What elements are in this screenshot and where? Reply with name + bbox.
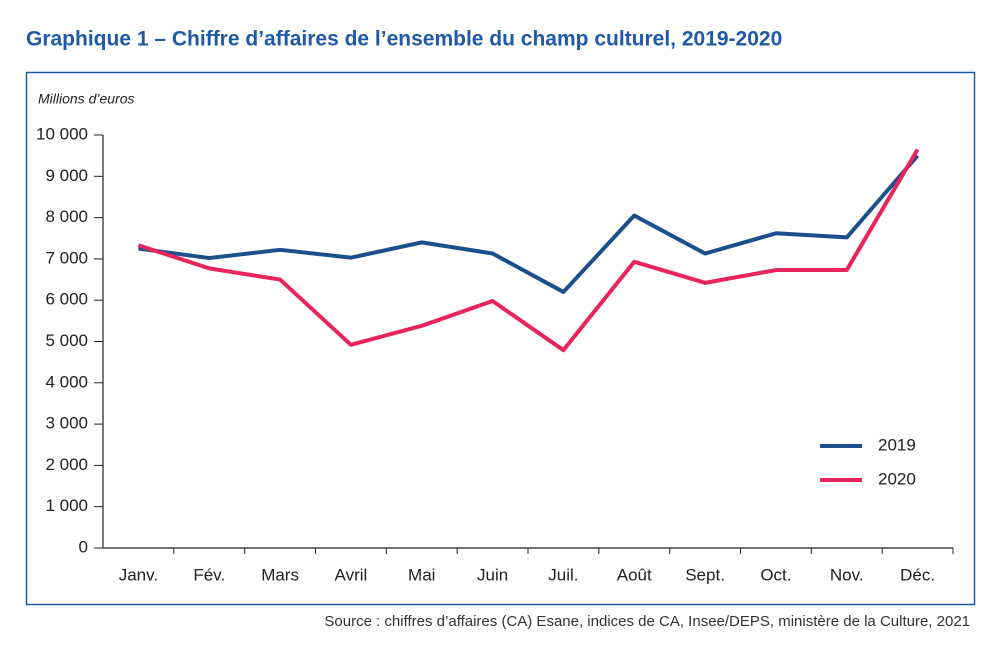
y-tick-label: 0	[79, 537, 88, 556]
x-tick-label: Juin	[477, 565, 508, 584]
y-tick-label: 10 000	[36, 124, 88, 143]
x-tick-label: Sept.	[685, 565, 725, 584]
source: Source : chiffres d’affaires (CA) Esane,…	[324, 613, 970, 630]
x-tick-label: Avril	[335, 565, 368, 584]
y-tick-label: 8 000	[45, 207, 88, 226]
x-tick-label: Juil.	[548, 565, 578, 584]
y-tick-label: 9 000	[45, 166, 88, 185]
x-tick-label: Nov.	[830, 565, 864, 584]
line-series	[138, 154, 920, 294]
y-tick-label: 1 000	[45, 496, 88, 515]
x-tick-label: Fév.	[193, 565, 225, 584]
legend-label: 2019	[878, 435, 916, 454]
legend-label: 2020	[878, 469, 916, 488]
y-tick-label: 3 000	[45, 414, 88, 433]
chart-title: Graphique 1 – Chiffre d’affaires de l’en…	[26, 28, 782, 51]
y-tick-label: 5 000	[45, 331, 88, 350]
x-tick-label: Oct.	[760, 565, 791, 584]
y-tick-label: 4 000	[45, 372, 88, 391]
x-tick-label: Mars	[261, 565, 299, 584]
x-tick-label: Déc.	[900, 565, 935, 584]
line-series	[137, 148, 920, 353]
frame	[25, 71, 976, 606]
y-tick-label: 2 000	[45, 455, 88, 474]
y-tick-label: 6 000	[45, 290, 88, 309]
x-tick-label: Août	[617, 565, 652, 584]
x-tick-label: Janv.	[119, 565, 158, 584]
x-tick-label: Mai	[408, 565, 435, 584]
y-tick-label: 7 000	[45, 248, 88, 267]
y-axis-label: Millions d’euros	[38, 91, 134, 107]
